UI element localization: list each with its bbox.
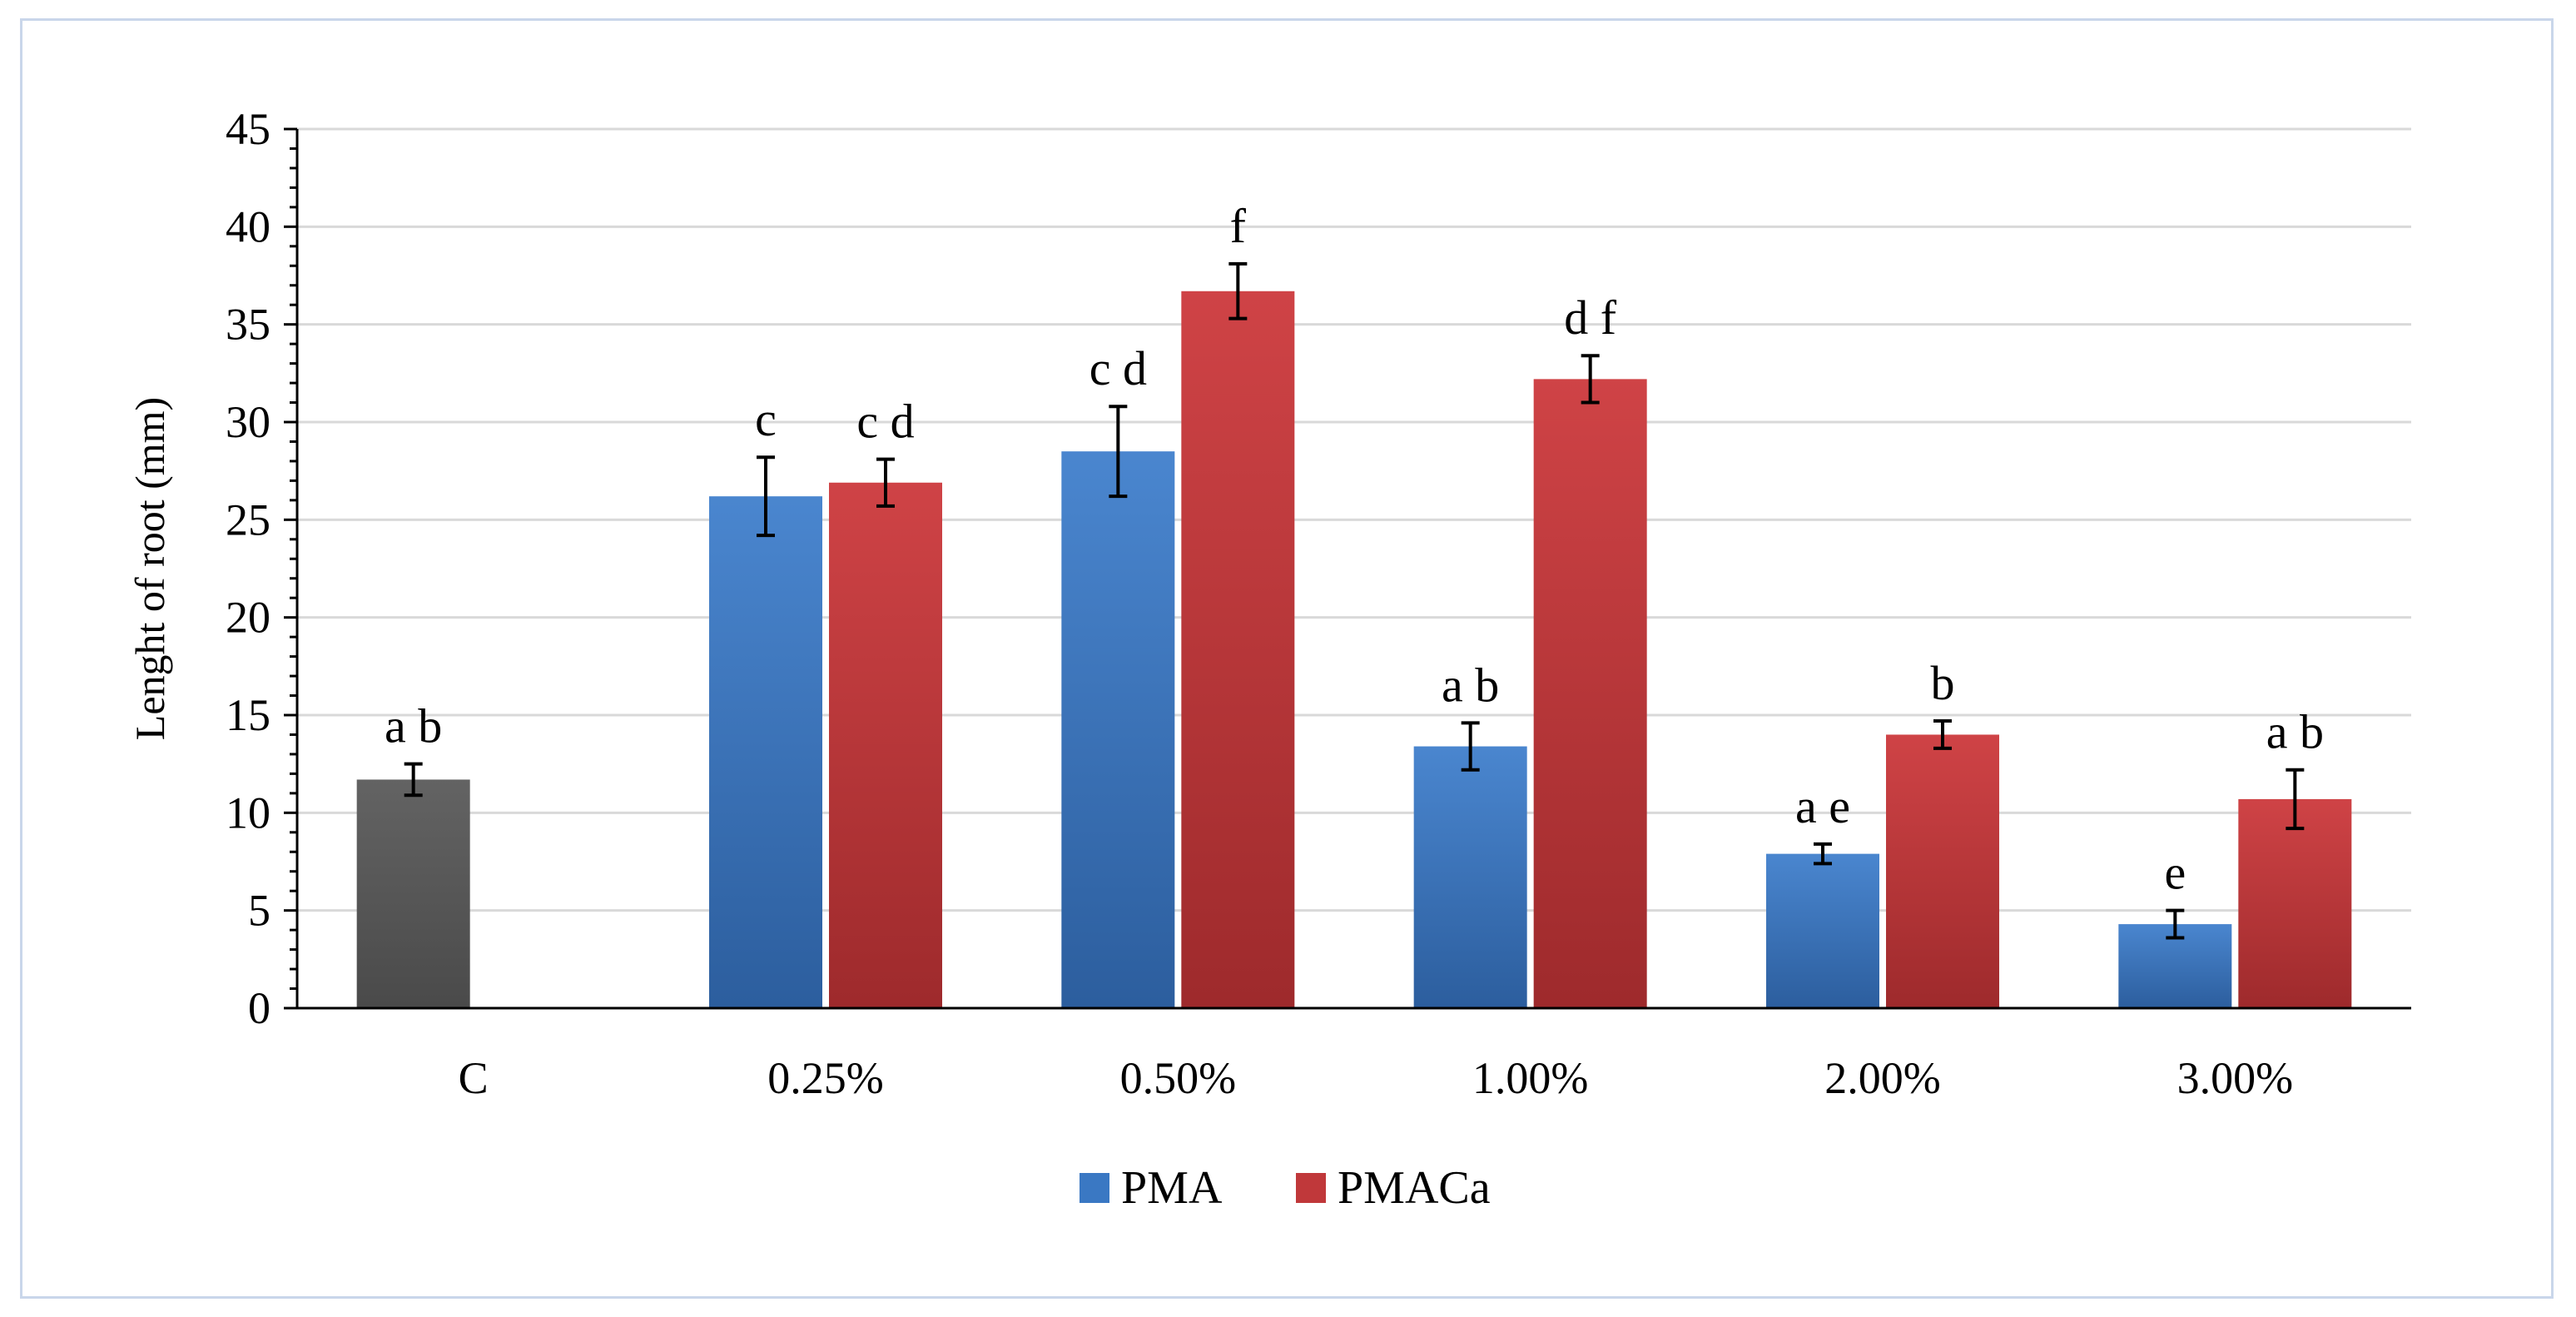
y-axis-title: Lenght of root (mm) [127,397,173,740]
pma-significance-label: a e [1795,779,1850,833]
pma-significance-label: a b [1442,658,1499,712]
legend-label-pma: PMA [1121,1162,1223,1214]
x-category-labels: C 0.25% 0.50% 1.00% 2.00% 3.00% [459,1053,2293,1103]
x-category-label: 0.50% [1120,1053,1236,1103]
pmaca-significance-label: c d [856,395,914,449]
pma-significance-label: e [2164,846,2186,900]
y-tick-label: 30 [226,397,271,447]
pma-significance-label: c d [1089,341,1147,395]
legend-swatch-pmaca [1296,1173,1326,1203]
y-tick-label: 45 [226,104,271,154]
pmaca-significance-label: a b [2266,705,2324,759]
pma-bar [1061,451,1175,1008]
control-significance-label: a b [385,699,442,753]
pma-bar [709,496,822,1008]
x-category-label: 0.25% [767,1053,883,1103]
y-tick-label: 40 [226,201,271,251]
gridlines [297,127,2411,912]
figure-frame: a b c c d a b a e e c d f d f b a b 0 5 10 15 20 25 30 35… [20,18,2554,1299]
axes [284,127,2411,1010]
significance-labels: a b c c d a b a e e c d f d f b a b [385,199,2324,900]
y-tick-labels: 0 5 10 15 20 25 30 35 40 45 [226,104,271,1033]
pmaca-significance-label: f [1230,199,1247,253]
pmaca-bar [2238,798,2352,1008]
y-tick-label: 20 [226,593,271,643]
y-tick-label: 10 [226,788,271,837]
pma-bar [1413,746,1527,1008]
pmaca-bar [1181,291,1295,1009]
y-tick-label: 25 [226,494,271,544]
pma-bar [1766,853,1879,1008]
y-tick-label: 5 [248,886,271,936]
x-category-label: 3.00% [2177,1053,2293,1103]
y-tick-label: 0 [248,983,271,1033]
legend-label-pmaca: PMACa [1338,1162,1491,1214]
x-category-label: C [459,1053,489,1103]
control-bar [356,779,470,1008]
legend-swatch-pma [1080,1173,1109,1203]
pma-significance-label: c [755,392,777,446]
pmaca-bar [1533,379,1647,1009]
error-bars [404,261,2305,940]
x-category-label: 2.00% [1824,1053,1940,1103]
pmaca-bar [829,482,942,1008]
y-tick-label: 35 [226,300,271,350]
pmaca-bar [1886,734,1999,1008]
pmaca-significance-label: b [1931,656,1955,710]
pmaca-significance-label: d f [1564,291,1617,345]
bar-chart: a b c c d a b a e e c d f d f b a b 0 5 10 15 20 25 30 35… [127,104,2411,1214]
legend: PMA PMACa [1080,1162,1491,1214]
x-category-label: 1.00% [1472,1053,1588,1103]
bars [356,291,2352,1009]
y-tick-label: 15 [226,690,271,740]
